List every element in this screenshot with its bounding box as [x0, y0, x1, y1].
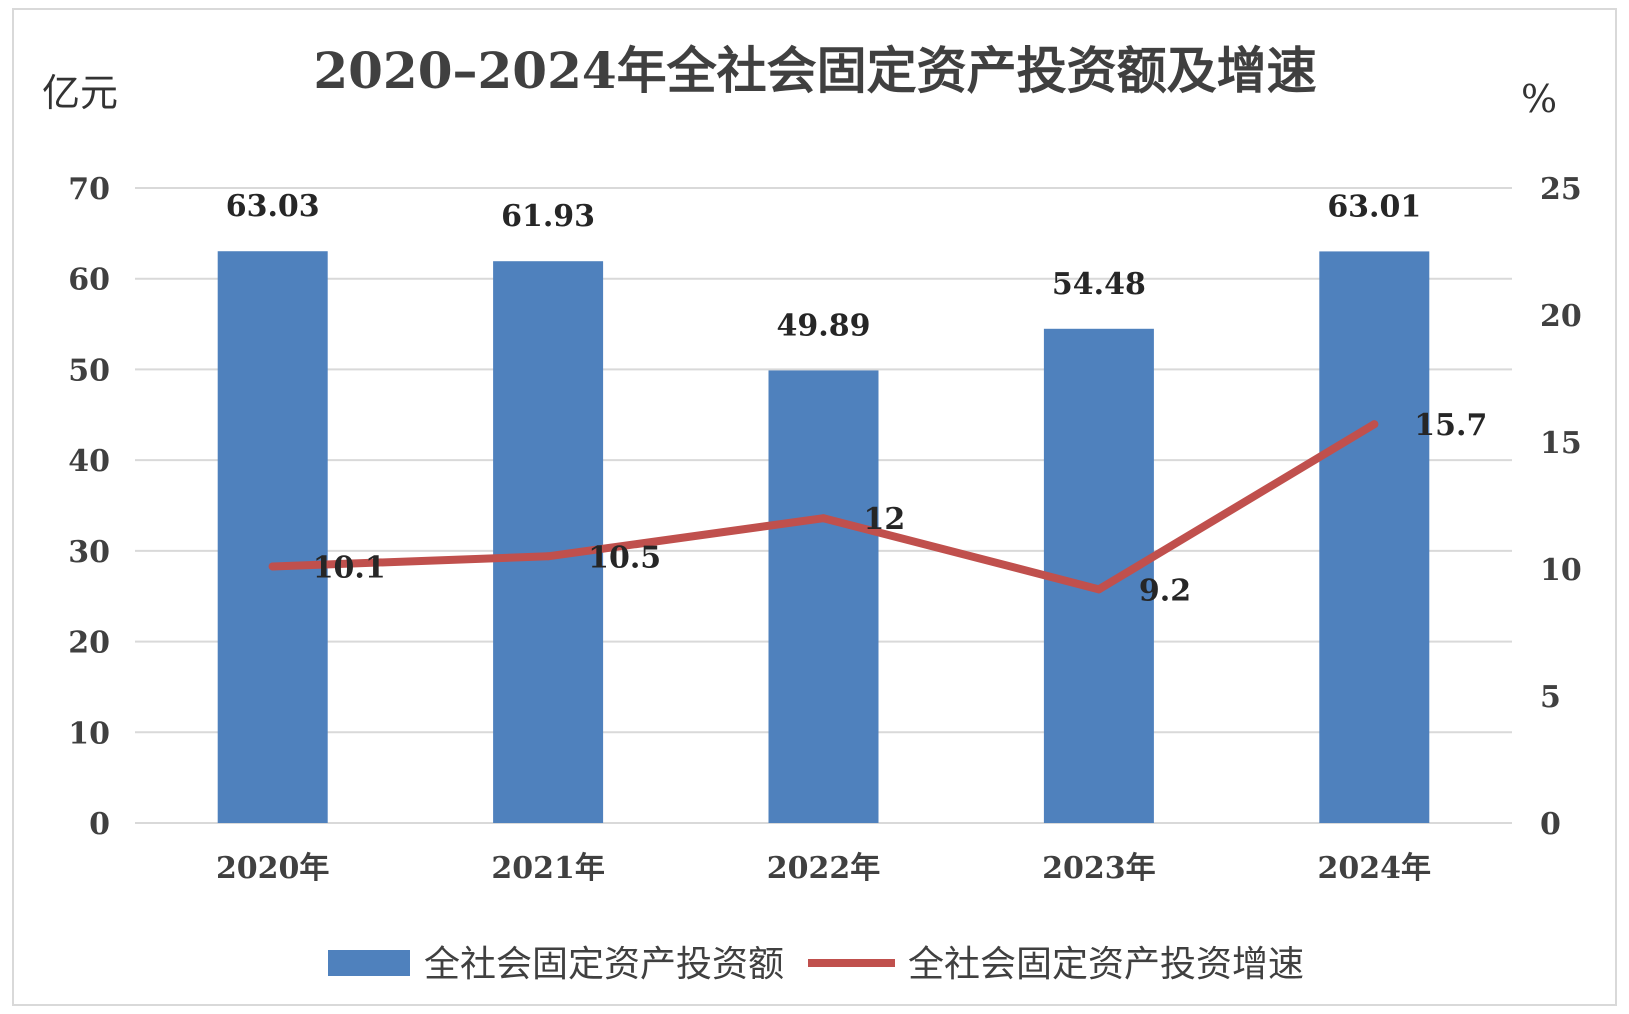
- bar-1: [493, 261, 604, 823]
- bar-value-label-0: 63.03: [226, 189, 320, 224]
- left-tick-label-1: 10: [68, 716, 110, 751]
- right-tick-label-5: 25: [1540, 172, 1582, 207]
- right-tick-label-0: 0: [1540, 807, 1561, 842]
- left-tick-label-2: 20: [68, 626, 110, 661]
- bar-2: [768, 370, 879, 823]
- left-axis-ticks: 0 10 20 30 40 50 60 70: [68, 172, 110, 842]
- right-axis-unit: %: [1521, 77, 1557, 121]
- right-tick-label-2: 10: [1540, 553, 1582, 588]
- left-tick-label-6: 60: [68, 263, 110, 298]
- line-point-3: [1094, 585, 1103, 594]
- left-axis-unit: 亿元: [42, 71, 118, 115]
- bar-value-label-2: 49.89: [777, 308, 871, 343]
- line-value-label-0: 10.1: [313, 550, 386, 585]
- line-point-2: [819, 514, 828, 523]
- data-labels: 63.03 61.93 49.89 54.48 63.01 10.1 10.5 12 9.2 15…: [226, 189, 1488, 608]
- right-tick-label-1: 5: [1540, 680, 1561, 715]
- x-tick-label-1: 2021年: [491, 851, 605, 886]
- right-tick-label-4: 20: [1540, 299, 1582, 334]
- x-axis-labels: 2020年 2021年 2022年 2023年 2024年: [216, 851, 1431, 886]
- line-point-0: [268, 562, 277, 571]
- legend: 全社会固定资产投资额 全社会固定资产投资增速: [328, 944, 1304, 985]
- line-point-4: [1370, 420, 1379, 429]
- x-tick-label-2: 2022年: [767, 851, 881, 886]
- bar-4: [1319, 251, 1430, 823]
- bar-0: [217, 251, 328, 824]
- line-value-label-3: 9.2: [1139, 573, 1191, 608]
- right-tick-label-3: 15: [1540, 426, 1582, 461]
- x-tick-label-3: 2023年: [1042, 851, 1156, 886]
- left-tick-label-7: 70: [68, 172, 110, 207]
- line-series: [268, 420, 1379, 594]
- bar-value-label-3: 54.48: [1052, 267, 1146, 302]
- x-tick-label-0: 2020年: [216, 851, 330, 886]
- line-point-1: [544, 552, 553, 561]
- line-value-label-2: 12: [864, 502, 906, 537]
- chart-title: 2020–2024年全社会固定资产投资额及增速: [313, 41, 1316, 100]
- bar-value-label-4: 63.01: [1327, 189, 1421, 224]
- x-tick-label-4: 2024年: [1318, 851, 1432, 886]
- legend-label-line: 全社会固定资产投资增速: [908, 944, 1304, 985]
- legend-label-bar: 全社会固定资产投资额: [424, 944, 784, 985]
- left-tick-label-4: 40: [68, 444, 110, 479]
- left-tick-label-3: 30: [68, 535, 110, 570]
- right-axis-ticks: 0 5 10 15 20 25: [1540, 172, 1582, 842]
- left-tick-label-5: 50: [68, 353, 110, 388]
- line-value-label-4: 15.7: [1414, 408, 1487, 443]
- left-tick-label-0: 0: [89, 807, 110, 842]
- bar-value-label-1: 61.93: [501, 199, 595, 234]
- line-value-label-1: 10.5: [588, 540, 661, 575]
- legend-swatch-bar: [328, 950, 410, 976]
